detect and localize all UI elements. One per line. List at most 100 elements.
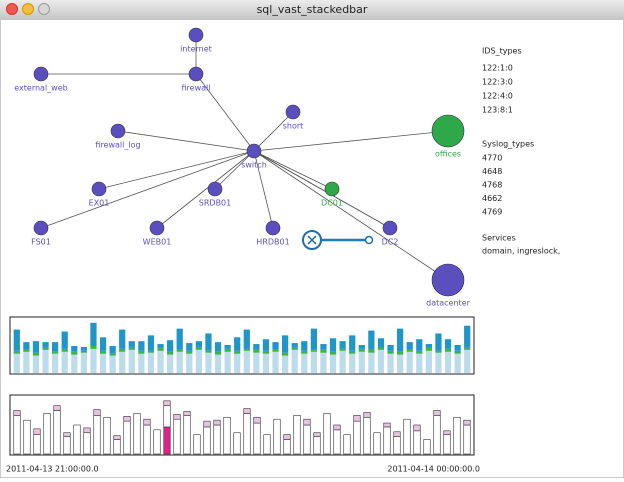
- bar-segment: [291, 343, 298, 347]
- bar-segment: [273, 418, 281, 455]
- network-node[interactable]: [431, 263, 465, 297]
- bar-segment: [272, 349, 279, 352]
- node-label: datacenter: [426, 299, 470, 308]
- bar-segment: [263, 434, 271, 455]
- bar-segment: [373, 432, 381, 455]
- bar-segment: [363, 412, 371, 418]
- bar-segment: [42, 346, 49, 350]
- bar-segment: [53, 410, 61, 455]
- network-node[interactable]: [110, 123, 126, 139]
- bar-segment: [234, 350, 241, 354]
- network-node[interactable]: [285, 104, 301, 120]
- bar-segment: [213, 419, 221, 426]
- bar-segment: [153, 429, 161, 455]
- bar-segment: [214, 351, 222, 355]
- bar-segment: [454, 353, 461, 373]
- bar-segment: [416, 350, 423, 354]
- network-node[interactable]: [246, 143, 262, 159]
- panel-heading: Syslog_types: [482, 140, 534, 149]
- bar-segment: [368, 330, 375, 350]
- bar-segment: [383, 426, 391, 455]
- bar-segment: [282, 355, 289, 373]
- node-label: firewall_log: [95, 141, 140, 150]
- bar-segment: [301, 350, 308, 354]
- bar-segment: [443, 430, 451, 435]
- bar-segment: [167, 354, 174, 373]
- bar-segment: [71, 351, 78, 355]
- bar-segment: [157, 344, 164, 348]
- slider-end[interactable]: [364, 235, 374, 245]
- bar-segment: [133, 413, 141, 455]
- slider[interactable]: [302, 230, 374, 250]
- network-node[interactable]: [207, 181, 223, 197]
- bar-segment: [349, 335, 356, 351]
- network-node[interactable]: [265, 220, 281, 236]
- bar-segment: [223, 416, 231, 455]
- bar-segment: [262, 350, 270, 354]
- network-node[interactable]: [149, 220, 165, 236]
- network-edge: [253, 111, 294, 152]
- bar-segment: [157, 350, 164, 373]
- bar-segment: [253, 344, 260, 350]
- bar-segment: [377, 338, 385, 348]
- slider-x-icon: [307, 235, 317, 245]
- bar-segment: [83, 427, 91, 434]
- bar-segment: [454, 350, 461, 354]
- bar-segment: [205, 350, 212, 353]
- minimize-button[interactable]: [22, 3, 34, 15]
- bar-segment: [313, 436, 321, 455]
- bar-segment: [283, 434, 291, 440]
- bar-segment: [444, 348, 452, 352]
- panel-item: 122:1:0: [482, 64, 513, 73]
- bar-segment: [349, 350, 356, 354]
- bar-segment: [291, 349, 298, 373]
- node-label: EX01: [89, 199, 110, 208]
- network-node[interactable]: [33, 220, 49, 236]
- close-button[interactable]: [6, 3, 18, 15]
- bar-segment: [387, 353, 394, 373]
- bar-segment: [83, 432, 91, 455]
- bar-segment: [444, 339, 452, 349]
- timeline-start: 2011-04-13 21:00:00.0: [6, 465, 99, 474]
- bar-segment: [90, 345, 97, 349]
- bar-segment: [80, 346, 87, 351]
- bar-segment: [262, 339, 270, 351]
- bar-segment: [90, 322, 97, 346]
- network-edge: [40, 150, 255, 229]
- bar-segment: [13, 410, 21, 416]
- bar-segment: [464, 349, 471, 373]
- network-node[interactable]: [188, 66, 204, 82]
- bar-segment: [320, 352, 327, 373]
- bar-segment: [393, 431, 401, 437]
- bar-segment: [243, 350, 250, 373]
- bar-segment: [113, 439, 121, 455]
- title-bar: [0, 0, 624, 20]
- bar-segment: [416, 353, 423, 373]
- network-edge: [156, 150, 255, 229]
- bar-segment: [416, 339, 423, 351]
- zoom-button[interactable]: [38, 3, 50, 15]
- network-node[interactable]: [188, 27, 204, 43]
- panel-item: 123:8:1: [482, 106, 513, 115]
- network-node[interactable]: [91, 181, 107, 197]
- bar-segment: [176, 328, 183, 350]
- bar-segment: [323, 413, 331, 455]
- bar-segment: [453, 416, 461, 455]
- bar-segment: [310, 328, 317, 350]
- bar-segment: [147, 335, 155, 351]
- network-node[interactable]: [324, 181, 340, 197]
- node-label: WEB01: [143, 238, 172, 247]
- network-node[interactable]: [382, 220, 398, 236]
- bar-segment: [23, 351, 30, 373]
- bar-segment: [272, 342, 279, 350]
- network-node[interactable]: [431, 114, 465, 148]
- bar-segment: [80, 350, 87, 353]
- bar-segment: [186, 343, 193, 351]
- bar-segment: [99, 337, 107, 351]
- bar-segment: [90, 348, 97, 373]
- bar-segment: [224, 348, 231, 352]
- network-node[interactable]: [33, 66, 49, 82]
- bar-segment: [397, 351, 404, 355]
- bar-segment: [138, 353, 145, 373]
- node-label: offices: [435, 150, 461, 159]
